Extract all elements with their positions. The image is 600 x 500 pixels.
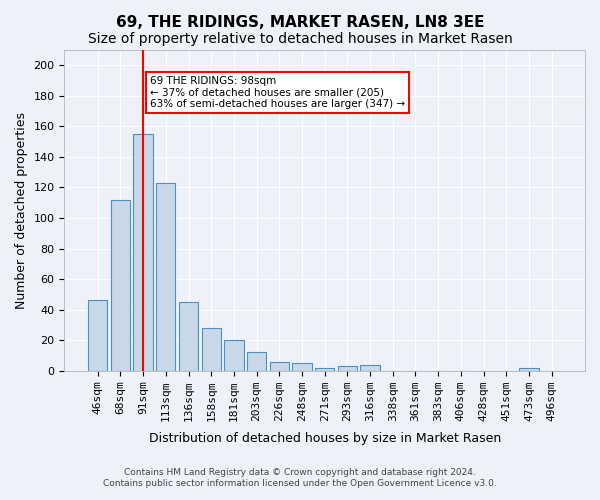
Bar xyxy=(361,364,380,370)
Bar xyxy=(315,368,334,370)
Bar xyxy=(247,352,266,370)
Bar xyxy=(179,302,198,370)
Text: Size of property relative to detached houses in Market Rasen: Size of property relative to detached ho… xyxy=(88,32,512,46)
Bar xyxy=(88,300,107,370)
Y-axis label: Number of detached properties: Number of detached properties xyxy=(15,112,28,309)
Text: Contains HM Land Registry data © Crown copyright and database right 2024.
Contai: Contains HM Land Registry data © Crown c… xyxy=(103,468,497,487)
X-axis label: Distribution of detached houses by size in Market Rasen: Distribution of detached houses by size … xyxy=(149,432,501,445)
Bar xyxy=(156,183,175,370)
Text: 69 THE RIDINGS: 98sqm
← 37% of detached houses are smaller (205)
63% of semi-det: 69 THE RIDINGS: 98sqm ← 37% of detached … xyxy=(150,76,405,109)
Bar xyxy=(269,362,289,370)
Bar xyxy=(338,366,357,370)
Text: 69, THE RIDINGS, MARKET RASEN, LN8 3EE: 69, THE RIDINGS, MARKET RASEN, LN8 3EE xyxy=(116,15,484,30)
Bar xyxy=(224,340,244,370)
Bar xyxy=(111,200,130,370)
Bar xyxy=(133,134,153,370)
Bar xyxy=(202,328,221,370)
Bar xyxy=(520,368,539,370)
Bar xyxy=(292,363,311,370)
